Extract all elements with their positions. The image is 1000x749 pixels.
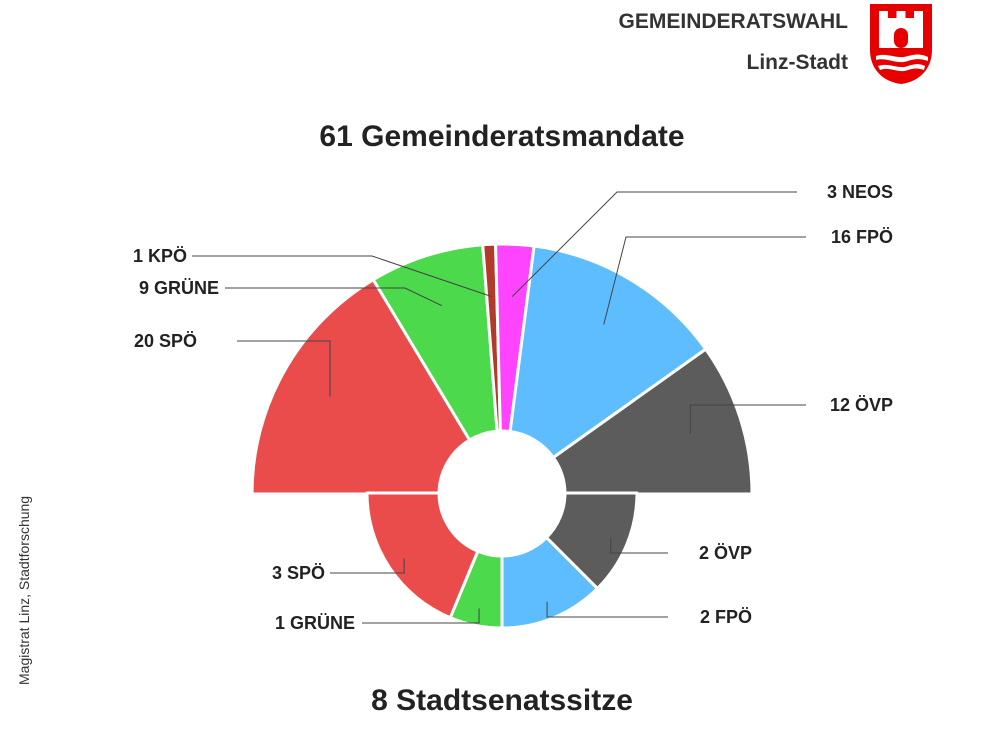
gemeinderat-leader-kpo [192,255,492,298]
gemeinderat-leader-fpo [603,236,806,325]
stadtsenat-slice-ovp [545,491,639,590]
stadtsenat-slice-spo [365,491,480,620]
gemeinderat-label-spo: 20 SPÖ [134,331,197,351]
stadtsenat-label-fpo: 2 FPÖ [700,607,752,627]
stadtsenat-label-ovp: 2 ÖVP [699,543,752,563]
gemeinderat-label-grune: 9 GRÜNE [139,278,219,298]
stadtsenat-half-donut: 3 SPÖ 1 GRÜNE 2 FPÖ 2 ÖVP [272,491,752,633]
linz-crest-logo [870,4,932,84]
gemeinderat-leader-spo [237,340,331,397]
gemeinderat-slice-fpo [508,244,708,459]
chart-title-gemeinderat: 61 Gemeinderatsmandate [319,120,684,153]
stadtsenat-leader-ovp [610,538,668,554]
stadtsenat-label-spo: 3 SPÖ [272,563,325,583]
gemeinderat-label-neos: 3 NEOS [827,182,893,202]
header-subtitle: Linz-Stadt [746,51,848,74]
chart-title-stadtsenat: 8 Stadtsenatssitze [371,684,633,717]
stadtsenat-leader-fpo [546,601,668,618]
gemeinderat-label-fpo: 16 FPÖ [831,227,893,247]
gemeinderat-leader-neos [511,191,797,297]
gemeinderat-slice-spo [250,278,472,496]
gemeinderat-leader-grune [225,287,443,307]
stadtsenat-label-grune: 1 GRÜNE [275,613,355,633]
gemeinderat-leader-ovp [689,404,806,434]
header-title: GEMEINDERATSWAHL [618,10,848,33]
stadtsenat-leader-spo [330,558,405,574]
gemeinderat-label-ovp: 12 ÖVP [830,395,893,415]
stadtsenat-leader-grune [362,608,480,624]
gemeinderat-half-donut: 20 SPÖ 9 GRÜNE 1 KPÖ 3 NEOS 16 FPÖ 12 ÖVP [133,182,893,496]
gemeinderat-slice-ovp [551,347,754,496]
gemeinderat-label-kpo: 1 KPÖ [133,246,187,266]
